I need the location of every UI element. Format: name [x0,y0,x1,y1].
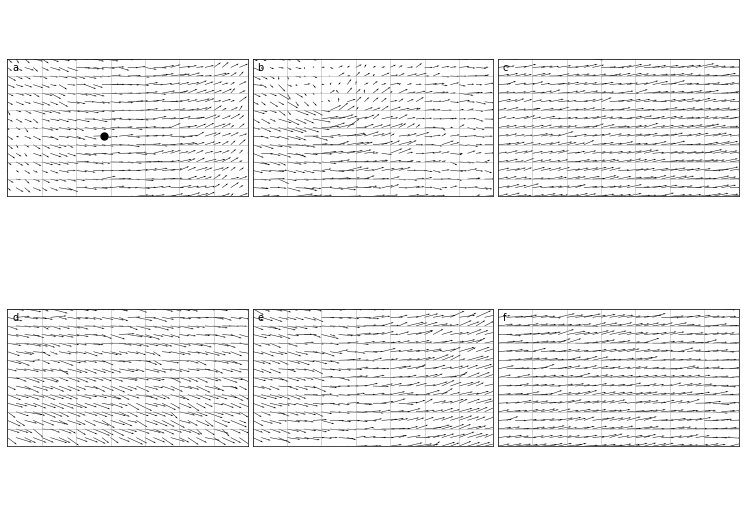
Text: e: e [257,313,263,323]
Text: d: d [12,313,19,323]
Text: c: c [503,63,508,73]
Text: b: b [257,63,264,73]
Text: f: f [503,313,507,323]
Text: a: a [12,63,18,73]
